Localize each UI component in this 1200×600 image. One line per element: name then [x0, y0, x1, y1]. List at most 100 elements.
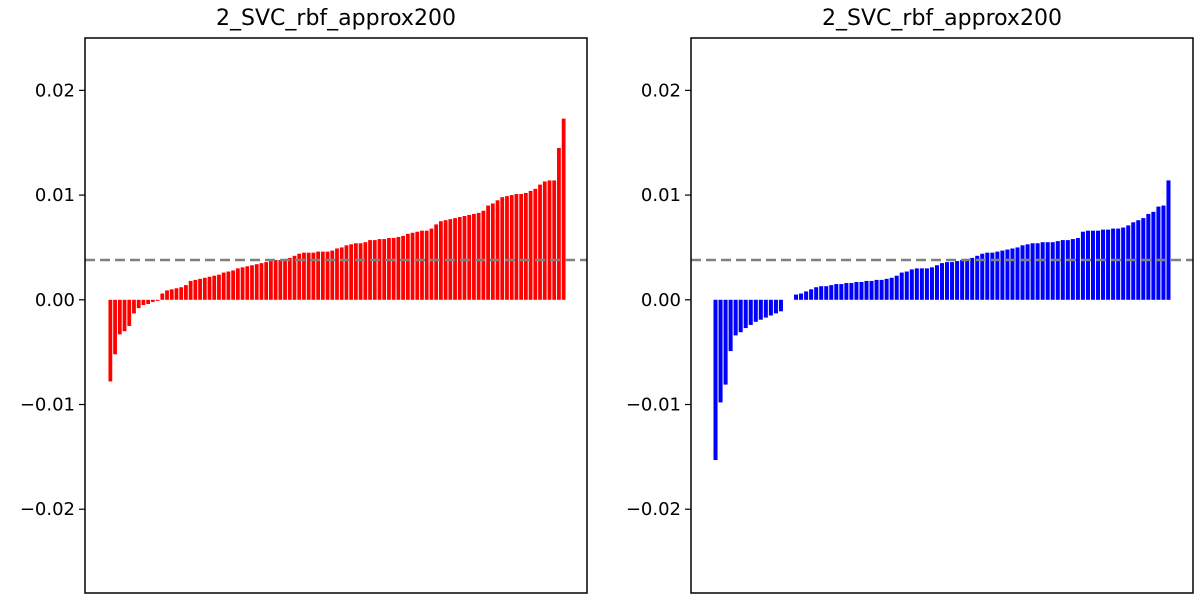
- bar: [1060, 240, 1065, 300]
- bar: [202, 277, 207, 300]
- bar: [1121, 227, 1126, 300]
- bar: [864, 280, 869, 300]
- bar: [136, 299, 141, 309]
- bar: [718, 299, 723, 403]
- bar: [768, 299, 773, 316]
- bar: [146, 299, 151, 304]
- bar: [1070, 239, 1075, 300]
- bar: [467, 214, 472, 300]
- bar: [278, 260, 283, 300]
- bar: [424, 230, 429, 300]
- bar: [748, 299, 753, 325]
- bar: [1000, 250, 1005, 300]
- bar: [758, 299, 763, 320]
- bar: [1020, 245, 1025, 300]
- bar: [1096, 230, 1101, 300]
- bar: [358, 243, 363, 300]
- bar: [226, 271, 231, 300]
- bar: [207, 276, 212, 300]
- bar: [122, 299, 127, 332]
- bar: [884, 278, 889, 300]
- bar: [859, 281, 864, 300]
- bar: [212, 275, 217, 300]
- bar: [231, 270, 236, 300]
- bar: [320, 251, 325, 300]
- bar: [829, 285, 834, 300]
- bar: [193, 279, 198, 300]
- bar: [509, 195, 514, 300]
- bar: [457, 217, 462, 300]
- bar: [396, 236, 401, 300]
- bar: [552, 180, 557, 300]
- bar: [382, 239, 387, 300]
- y-tick-label: 0.00: [641, 290, 681, 311]
- bar: [995, 251, 1000, 300]
- bar: [311, 252, 316, 300]
- bar: [1065, 240, 1070, 300]
- bar: [914, 268, 919, 300]
- bar: [1161, 205, 1166, 300]
- bar: [1106, 229, 1111, 300]
- bar: [523, 192, 528, 300]
- bar: [899, 272, 904, 300]
- bar: [844, 283, 849, 300]
- bar: [363, 242, 368, 300]
- bar: [1151, 211, 1156, 300]
- bar: [1166, 180, 1171, 300]
- bar: [339, 247, 344, 300]
- bar: [533, 188, 538, 300]
- bar: [874, 279, 879, 300]
- chart-title: 2_SVC_rbf_approx200: [216, 6, 456, 31]
- bar: [259, 263, 264, 300]
- bar: [179, 287, 184, 300]
- bar: [325, 251, 330, 300]
- bar: [453, 218, 457, 300]
- bar: [854, 281, 859, 300]
- bar: [184, 285, 188, 300]
- bar: [354, 243, 358, 300]
- bar: [188, 280, 193, 300]
- bar: [514, 194, 519, 300]
- y-tick-label: 0.01: [641, 185, 681, 206]
- bar: [809, 289, 814, 300]
- bar: [804, 291, 809, 300]
- bar: [834, 284, 839, 300]
- bar: [814, 287, 819, 300]
- bar: [778, 299, 783, 312]
- y-axis: −0.02 −0.01 0.00 0.01 0.02: [626, 80, 691, 520]
- bar: [542, 181, 547, 300]
- bar: [547, 180, 552, 300]
- chart-title: 2_SVC_rbf_approx200: [822, 6, 1062, 31]
- bar: [349, 244, 354, 300]
- bar: [1126, 225, 1131, 300]
- bar: [160, 293, 165, 300]
- bar: [198, 278, 202, 300]
- bar: [127, 299, 132, 326]
- bar: [486, 205, 490, 300]
- bar: [794, 294, 799, 300]
- bar: [965, 258, 970, 300]
- bar: [980, 253, 985, 300]
- bar: [391, 238, 396, 300]
- y-tick-label: −0.02: [626, 499, 681, 520]
- y-axis: −0.02 −0.01 0.00 0.01 0.02: [20, 80, 85, 520]
- y-tick-label: 0.02: [641, 80, 681, 101]
- bar: [117, 299, 122, 335]
- bar: [919, 268, 924, 300]
- bar: [429, 228, 434, 300]
- bar: [753, 299, 758, 322]
- bar: [283, 258, 287, 300]
- bar: [1050, 242, 1055, 300]
- bar: [108, 299, 113, 382]
- bar: [773, 299, 778, 314]
- bar: [939, 263, 945, 300]
- bar: [728, 299, 733, 352]
- bar: [169, 289, 174, 300]
- bar: [909, 269, 914, 300]
- bar: [1015, 247, 1020, 300]
- bar: [763, 299, 768, 318]
- bar: [1025, 244, 1030, 300]
- bar: [372, 240, 377, 300]
- bar: [723, 299, 728, 385]
